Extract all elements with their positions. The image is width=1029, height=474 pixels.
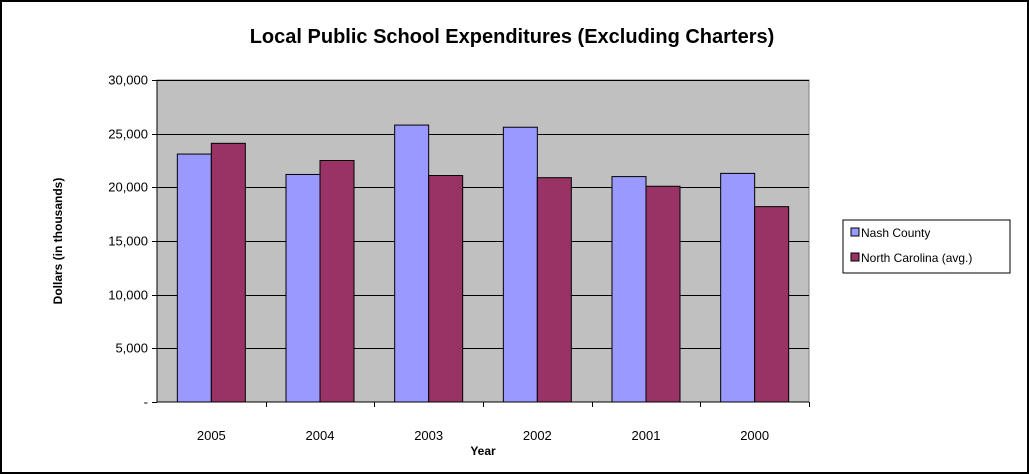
bar-nash-county-2000 bbox=[720, 172, 756, 403]
chart-title: Local Public School Expenditures (Exclud… bbox=[250, 26, 775, 48]
x-axis-title: Year bbox=[470, 444, 496, 458]
bar-north-carolina-2004 bbox=[319, 160, 355, 403]
y-axis-title: Dollars (in thousands) bbox=[51, 178, 65, 305]
bar-nash-county-2004 bbox=[285, 173, 321, 403]
bar-north-carolina-2001 bbox=[645, 185, 681, 403]
legend-label-north-carolina: North Carolina (avg.) bbox=[861, 251, 972, 265]
gridlines bbox=[157, 80, 809, 349]
bar-nash-county-2001 bbox=[611, 176, 647, 403]
x-axis-ticks: 2005 2004 2003 2002 2001 2000 bbox=[197, 402, 810, 443]
bar-north-carolina-2000 bbox=[754, 206, 790, 403]
legend-label-nash-county: Nash County bbox=[861, 226, 930, 240]
bar-nash-county-2003 bbox=[394, 124, 430, 403]
y-axis-ticks: - 5,000 10,000 15,000 20,000 25,000 30,000 bbox=[108, 73, 157, 410]
x-tick-label: 2003 bbox=[414, 428, 443, 443]
y-tick-label: 25,000 bbox=[108, 127, 148, 142]
y-tick-label: 30,000 bbox=[108, 73, 148, 88]
bar-nash-county-2005 bbox=[176, 153, 212, 403]
bar-north-carolina-2005 bbox=[210, 142, 246, 403]
y-tick-label: 10,000 bbox=[108, 288, 148, 303]
x-tick-label: 2000 bbox=[740, 428, 769, 443]
x-tick-label: 2004 bbox=[306, 428, 335, 443]
y-tick-label: - bbox=[144, 395, 148, 410]
bar-north-carolina-2002 bbox=[536, 177, 572, 403]
legend: Nash County North Carolina (avg.) bbox=[842, 219, 1011, 274]
x-tick-label: 2001 bbox=[632, 428, 661, 443]
y-tick-label: 20,000 bbox=[108, 180, 148, 195]
x-tick-label: 2002 bbox=[523, 428, 552, 443]
legend-swatch-nash-county bbox=[850, 227, 860, 237]
legend-swatch-north-carolina bbox=[850, 252, 860, 262]
bars bbox=[176, 124, 790, 403]
bar-north-carolina-2003 bbox=[428, 175, 464, 403]
bar-nash-county-2002 bbox=[502, 126, 538, 403]
x-tick-label: 2005 bbox=[197, 428, 226, 443]
y-tick-label: 5,000 bbox=[115, 341, 148, 356]
y-tick-label: 15,000 bbox=[108, 234, 148, 249]
legend-box bbox=[842, 219, 1011, 274]
